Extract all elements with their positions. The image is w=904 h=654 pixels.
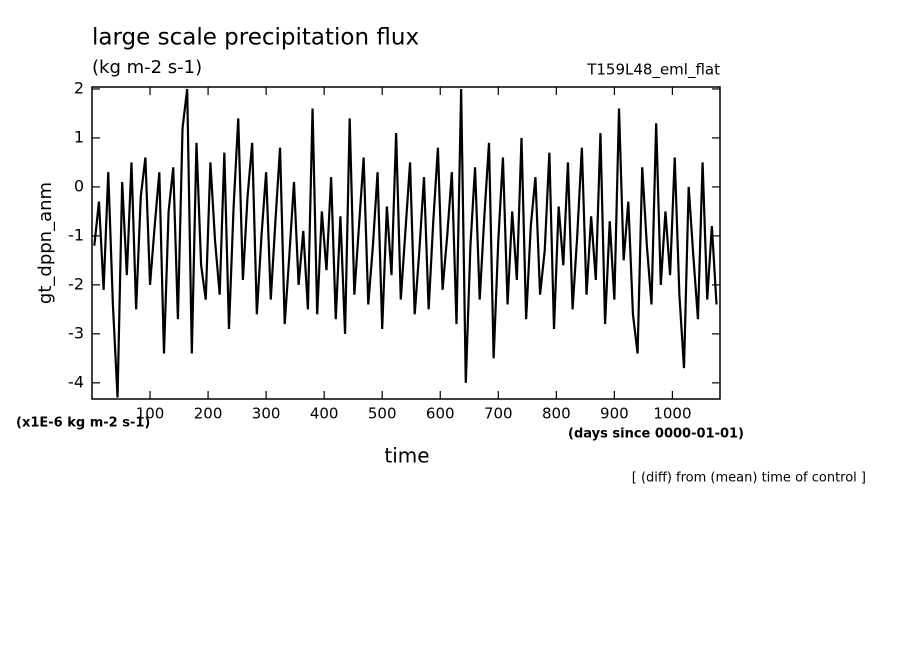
y-tick-label: 2: [74, 78, 84, 97]
y-unit-label: (x1E-6 kg m-2 s-1): [16, 416, 150, 431]
x-axis-label: time: [384, 444, 429, 468]
x-tick-label: 300: [252, 405, 281, 423]
x-tick-label: 400: [310, 405, 339, 423]
y-axis-label: gt_dppn_anm: [35, 182, 56, 304]
x-unit-label: (days since 0000-01-01): [568, 427, 744, 442]
plot-frame: [91, 86, 721, 400]
x-tick-label: 900: [600, 405, 629, 423]
x-tick-label: 500: [368, 405, 397, 423]
annotation: [ (diff) from (mean) time of control ]: [632, 471, 866, 486]
y-tick-label: 0: [74, 176, 84, 195]
chart-subtitle: (kg m-2 s-1): [92, 57, 202, 78]
data-line: [93, 88, 718, 398]
y-tick-label: -1: [68, 225, 84, 244]
chart-title: large scale precipitation flux: [92, 25, 419, 51]
x-tick-label: 200: [194, 405, 223, 423]
y-tick-label: -2: [68, 274, 84, 293]
x-tick-label: 600: [426, 405, 455, 423]
y-tick-label: -3: [68, 323, 84, 342]
x-tick-label: 100: [136, 405, 165, 423]
x-tick-label: 1000: [653, 405, 691, 423]
y-tick-label: -4: [68, 372, 84, 391]
x-tick-label: 700: [484, 405, 513, 423]
y-tick-label: 1: [74, 127, 84, 146]
x-tick-label: 800: [542, 405, 571, 423]
run-label: T159L48_eml_flat: [586, 61, 720, 80]
